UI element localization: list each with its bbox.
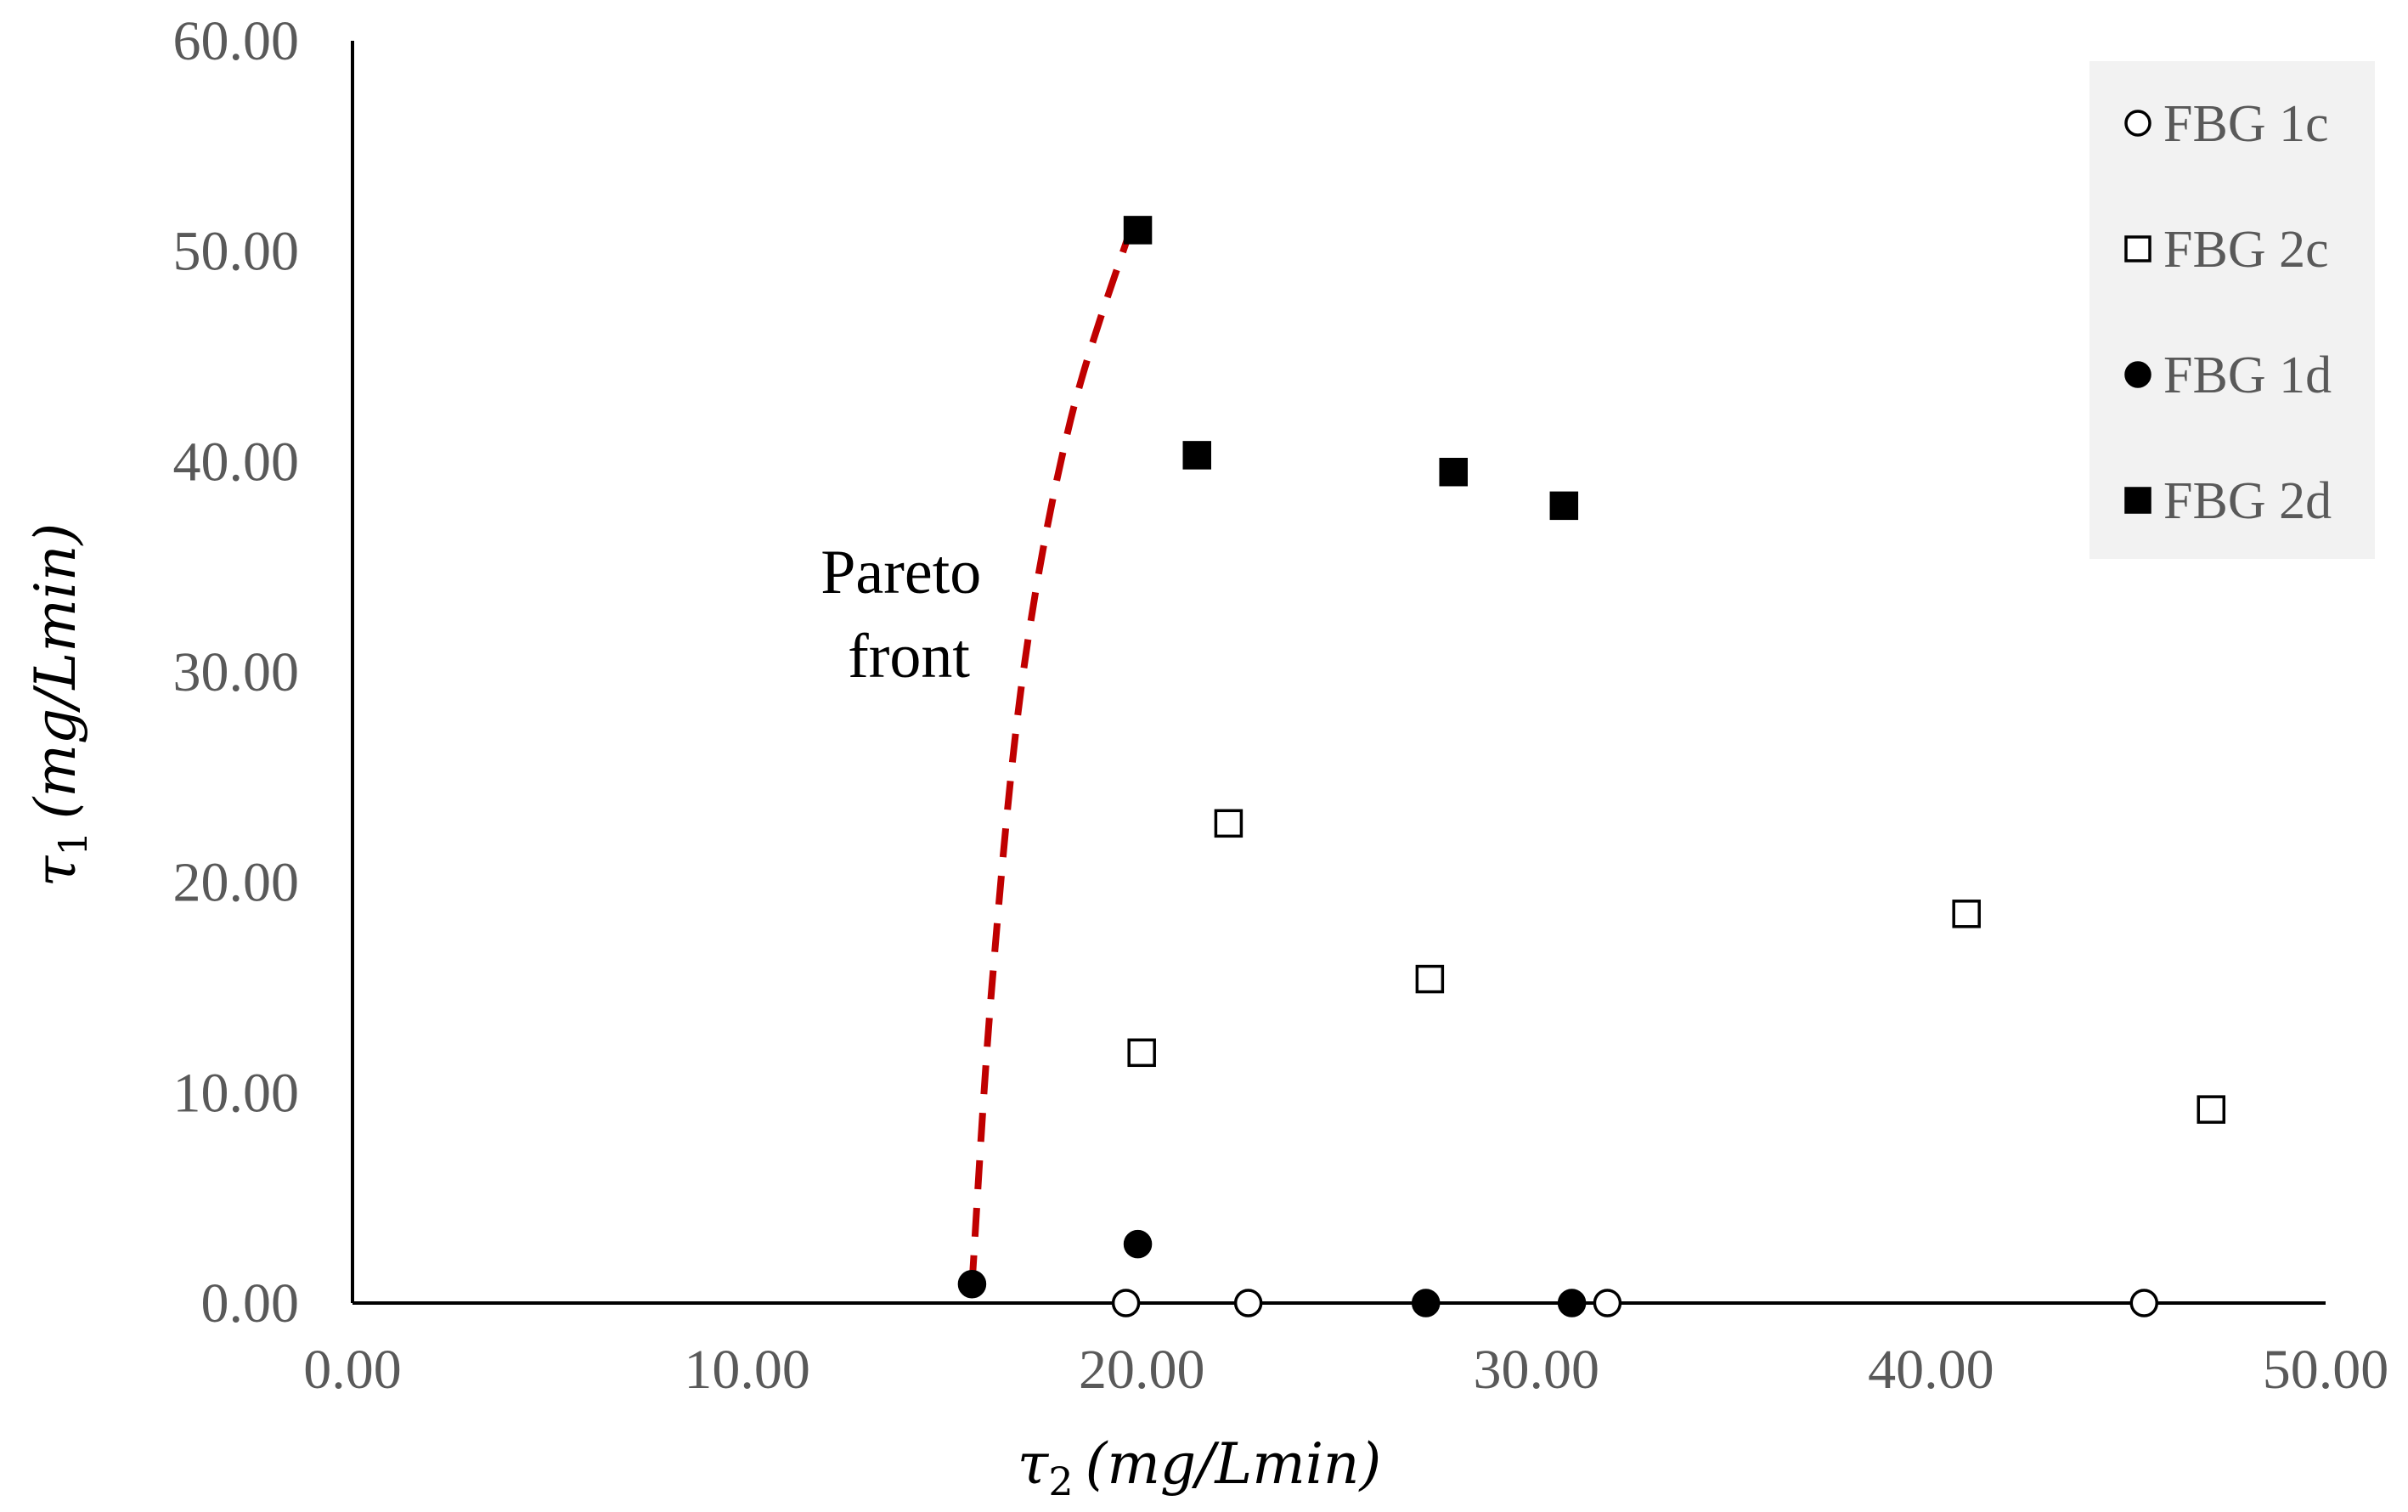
point-fbg-1d (1557, 1289, 1587, 1317)
pareto-label-line-1: Pareto (821, 538, 981, 607)
legend-item-fbg-1c: FBG 1c (2124, 95, 2329, 153)
x-axis-symbol: τ (1018, 1431, 1050, 1497)
y-tick-label: 20.00 (173, 852, 300, 914)
point-fbg-1c (1233, 1289, 1263, 1317)
legend: FBG 1c FBG 2c FBG 1d FBG 2d (2089, 61, 2375, 559)
x-tick-label: 30.00 (1474, 1339, 1600, 1401)
y-tick-label: 10.00 (173, 1062, 300, 1124)
legend-marker-fbg-1c (2124, 110, 2151, 137)
legend-item-fbg-1d: FBG 1d (2124, 347, 2332, 404)
point-fbg-2c (1214, 809, 1243, 838)
y-axis-title: τ1 (mg/Lmin) (23, 523, 96, 887)
x-axis-title: τ2 (mg/Lmin) (1018, 1431, 1381, 1504)
point-fbg-2d (1439, 457, 1468, 487)
pareto-front-label: Pareto front (821, 538, 997, 691)
y-axis-symbol: τ (23, 855, 88, 887)
x-tick-label: 50.00 (2263, 1339, 2389, 1401)
legend-items: FBG 1c FBG 2c FBG 1d FBG 2d (2124, 95, 2332, 530)
point-fbg-2c (1127, 1038, 1156, 1068)
point-fbg-1d (1123, 1229, 1153, 1259)
legend-marker-fbg-2d (2124, 487, 2151, 514)
point-fbg-1c (1111, 1289, 1141, 1317)
data-points (957, 216, 2226, 1317)
x-axis-subscript: 2 (1048, 1458, 1073, 1504)
point-fbg-2d (1549, 491, 1579, 521)
point-fbg-1d (1411, 1289, 1441, 1317)
y-axis-unit: (mg/Lmin) (23, 523, 88, 820)
point-fbg-1c (2129, 1289, 2159, 1317)
legend-marker-fbg-2c (2124, 235, 2151, 262)
legend-label-fbg-2d: FBG 2d (2163, 472, 2332, 530)
legend-background (2089, 61, 2375, 559)
legend-label-fbg-2c: FBG 2c (2163, 221, 2329, 279)
y-tick-label: 30.00 (173, 641, 300, 703)
point-fbg-2d (1182, 441, 1211, 470)
x-tick-label: 10.00 (684, 1339, 810, 1401)
legend-item-fbg-2c: FBG 2c (2124, 221, 2329, 279)
x-tick-label: 40.00 (1868, 1339, 1994, 1401)
point-fbg-2c (1952, 900, 1981, 928)
pareto-front (968, 218, 1137, 1284)
tick-labels: 0.00 10.00 20.00 30.00 40.00 50.00 0.00 10.00 20… (173, 10, 2389, 1401)
x-axis-unit: (mg/Lmin) (1086, 1431, 1382, 1497)
legend-marker-fbg-1d (2124, 361, 2151, 388)
pareto-label-line-2: front (848, 622, 970, 691)
point-fbg-1d (957, 1269, 987, 1299)
point-fbg-2d (1123, 216, 1153, 245)
y-tick-label: 0.00 (201, 1272, 300, 1334)
y-tick-label: 50.00 (173, 221, 300, 283)
pareto-front-curve (968, 218, 1137, 1284)
axes (351, 41, 2326, 1305)
legend-item-fbg-2d: FBG 2d (2124, 472, 2332, 530)
y-tick-label: 40.00 (173, 431, 300, 493)
legend-label-fbg-1c: FBG 1c (2163, 95, 2329, 153)
legend-label-fbg-1d: FBG 1d (2163, 347, 2332, 404)
y-axis-subscript: 1 (50, 831, 96, 855)
point-fbg-1c (1593, 1289, 1622, 1317)
point-fbg-2c (1415, 964, 1445, 994)
x-tick-label: 0.00 (303, 1339, 402, 1401)
x-tick-label: 20.00 (1079, 1339, 1205, 1401)
y-tick-label: 60.00 (173, 10, 300, 72)
point-fbg-2c (2197, 1095, 2226, 1124)
